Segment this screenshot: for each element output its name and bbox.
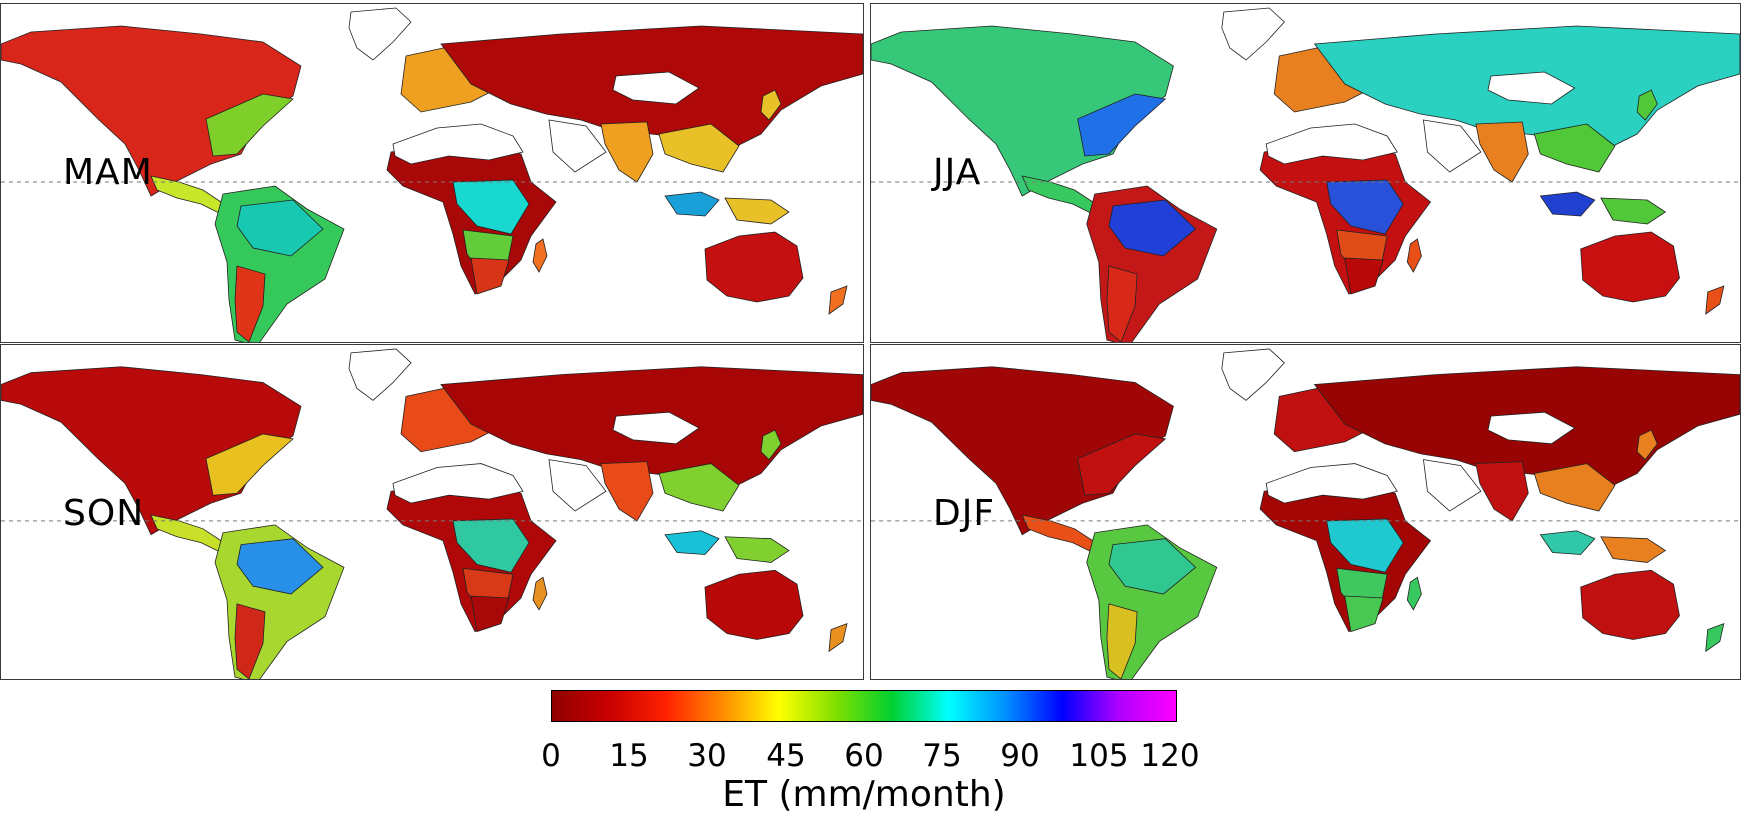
colorbar-tick: 45 (766, 738, 806, 774)
india (600, 461, 654, 522)
japan (760, 89, 782, 121)
sahara (1265, 463, 1398, 504)
colorbar-tick: 15 (609, 738, 649, 774)
tibet-desert (1487, 71, 1576, 105)
tibet-desert (612, 411, 700, 445)
new-zealand (1705, 623, 1725, 653)
indonesia (1539, 191, 1596, 217)
southeast-asia (1533, 463, 1616, 512)
season-label: MAM (63, 152, 153, 193)
japan (760, 429, 782, 461)
southeast-asia (658, 123, 740, 173)
season-label: DJF (933, 493, 996, 534)
north-america-east (205, 433, 294, 496)
season-label: SON (63, 493, 145, 534)
south-america-amazon (1108, 538, 1197, 595)
sahara (392, 123, 524, 165)
south-america-south (234, 265, 266, 342)
south-america-south (234, 603, 266, 679)
india (1475, 121, 1529, 183)
world-map (871, 348, 1740, 679)
colorbar-tick: 90 (1000, 738, 1040, 774)
india (600, 121, 654, 183)
south-america-south (1106, 603, 1138, 679)
indonesia (664, 530, 720, 555)
greenland (1221, 7, 1285, 61)
south-america-amazon (236, 538, 324, 595)
world-map (1, 348, 863, 679)
sahara (1265, 123, 1398, 165)
southeast-asia (1533, 123, 1616, 173)
greenland (348, 348, 412, 401)
indonesia (1539, 530, 1596, 555)
madagascar (1406, 238, 1422, 273)
africa-central (1326, 179, 1404, 235)
colorbar-tick: 60 (844, 738, 884, 774)
colorbar-tick: 75 (922, 738, 962, 774)
colorbar-label: ET (mm/month) (722, 774, 1006, 815)
south-america-amazon (1108, 199, 1197, 257)
tibet-desert (612, 71, 700, 105)
africa-southern-tip (1344, 257, 1384, 295)
madagascar (532, 238, 548, 273)
south-america-south (1106, 265, 1138, 342)
north-america-east (1077, 433, 1167, 496)
world-map (1, 7, 863, 342)
season-label: JJA (933, 152, 982, 193)
new-zealand (828, 623, 848, 653)
new-zealand (1705, 285, 1725, 315)
indonesia-east (1600, 197, 1667, 225)
south-america-amazon (236, 199, 324, 257)
tibet-desert (1487, 411, 1576, 445)
africa-southern-tip (1344, 595, 1384, 633)
arabia (1422, 119, 1482, 173)
colorbar-tick: 30 (687, 738, 727, 774)
arabia (1422, 459, 1482, 512)
new-zealand (828, 285, 848, 315)
southeast-asia (658, 463, 740, 512)
map-panel-mam: MAM (0, 3, 864, 343)
africa-central (452, 518, 530, 573)
world-map (871, 7, 1740, 342)
colorbar-tick: 120 (1140, 738, 1200, 774)
africa-southern-tip (470, 257, 510, 295)
north-america-east (1077, 93, 1167, 157)
sahara (392, 463, 524, 504)
indonesia-east (1600, 536, 1667, 563)
japan (1636, 429, 1658, 461)
arabia (548, 119, 607, 173)
north-america-east (205, 93, 294, 157)
australia (1580, 569, 1680, 640)
africa-central (452, 179, 530, 235)
australia (1580, 231, 1680, 303)
australia (704, 569, 804, 640)
greenland (348, 7, 412, 61)
colorbar (551, 690, 1177, 722)
australia (704, 231, 804, 303)
africa-southern-tip (470, 595, 510, 633)
map-panel-son: SON (0, 344, 864, 680)
map-panel-jja: JJA (870, 3, 1741, 343)
indonesia-east (724, 536, 790, 563)
indonesia-east (724, 197, 790, 225)
colorbar-tick: 105 (1069, 738, 1129, 774)
india (1475, 461, 1529, 522)
africa-central (1326, 518, 1404, 573)
greenland (1221, 348, 1285, 401)
colorbar-tick: 0 (541, 738, 561, 774)
madagascar (532, 576, 548, 611)
arabia (548, 459, 607, 512)
map-panel-djf: DJF (870, 344, 1741, 680)
indonesia (664, 191, 720, 217)
madagascar (1406, 576, 1422, 611)
japan (1636, 89, 1658, 121)
